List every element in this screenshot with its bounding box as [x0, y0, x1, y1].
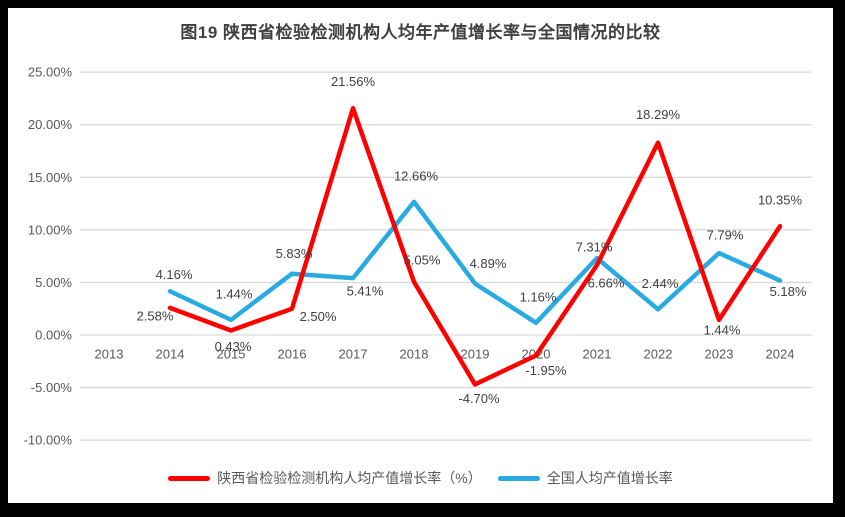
y-axis-tick-label: 15.00% — [28, 170, 73, 185]
y-axis-tick-label: -5.00% — [31, 380, 73, 395]
data-label: 12.66% — [394, 168, 439, 183]
data-label: 7.79% — [707, 228, 744, 243]
data-label: 5.18% — [770, 284, 807, 299]
data-label: 21.56% — [331, 74, 376, 89]
data-label: 1.16% — [520, 289, 557, 304]
y-axis-tick-label: 25.00% — [28, 65, 73, 80]
data-label: 6.66% — [588, 275, 625, 290]
y-axis-tick-label: 0.00% — [35, 328, 72, 343]
legend-label-shaanxi: 陕西省检验检测机构人均产值增长率（%） — [217, 470, 482, 486]
x-axis-tick-label: 2013 — [95, 347, 124, 362]
x-axis-tick-label: 2014 — [156, 347, 185, 362]
chart-legend: 陕西省检验检测机构人均产值增长率（%） 全国人均产值增长率 — [8, 468, 833, 488]
x-axis-tick-label: 2017 — [339, 347, 368, 362]
x-axis-tick-label: 2022 — [644, 347, 673, 362]
y-axis-tick-label: 10.00% — [28, 222, 73, 237]
data-label: -4.70% — [458, 391, 500, 406]
data-label: 1.44% — [704, 322, 741, 337]
x-axis-tick-label: 2024 — [766, 347, 795, 362]
x-axis-tick-label: 2018 — [400, 347, 429, 362]
line-chart: 25.00% 20.00% 15.00% 10.00% 5.00% 0.00% -5.00%… — [24, 65, 812, 448]
data-label: 1.44% — [216, 286, 253, 301]
series-line — [167, 199, 783, 326]
x-axis-tick-label: 2019 — [461, 347, 490, 362]
data-label: 5.05% — [404, 252, 441, 267]
data-label: 4.16% — [156, 267, 193, 282]
data-label: 4.89% — [470, 256, 507, 271]
chart-title: 图19 陕西省检验检测机构人均年产值增长率与全国情况的比较 — [180, 23, 661, 42]
data-label: 2.50% — [300, 309, 337, 324]
data-label: 2.44% — [642, 276, 679, 291]
legend-item-national: 全国人均产值增长率 — [497, 468, 673, 488]
x-axis-tick-label: 2015 — [217, 347, 246, 362]
y-axis-tick-label: -10.00% — [24, 433, 73, 448]
data-label: -1.95% — [525, 363, 567, 378]
x-axis-tick-label: 2023 — [705, 347, 734, 362]
series-line — [167, 106, 783, 387]
data-label: 5.83% — [276, 246, 313, 261]
legend-line-swatch-red — [168, 475, 211, 481]
y-axis-tick-label: 20.00% — [28, 117, 73, 132]
data-label: 7.31% — [576, 240, 613, 255]
legend-label-national: 全国人均产值增长率 — [546, 470, 673, 486]
y-axis-tick-label: 5.00% — [35, 275, 72, 290]
data-label: 10.35% — [758, 193, 803, 208]
chart-card: 图19 陕西省检验检测机构人均年产值增长率与全国情况的比较 25.00% 20.0… — [8, 8, 833, 503]
legend-line-swatch-blue — [497, 475, 540, 481]
data-label: 2.58% — [137, 308, 174, 323]
data-label: 5.41% — [347, 284, 384, 299]
data-label: 0.43% — [215, 339, 252, 354]
data-label: 18.29% — [636, 107, 681, 122]
x-axis-tick-label: 2016 — [278, 347, 307, 362]
legend-item-shaanxi: 陕西省检验检测机构人均产值增长率（%） — [168, 468, 482, 488]
x-axis-tick-label: 2021 — [583, 347, 612, 362]
